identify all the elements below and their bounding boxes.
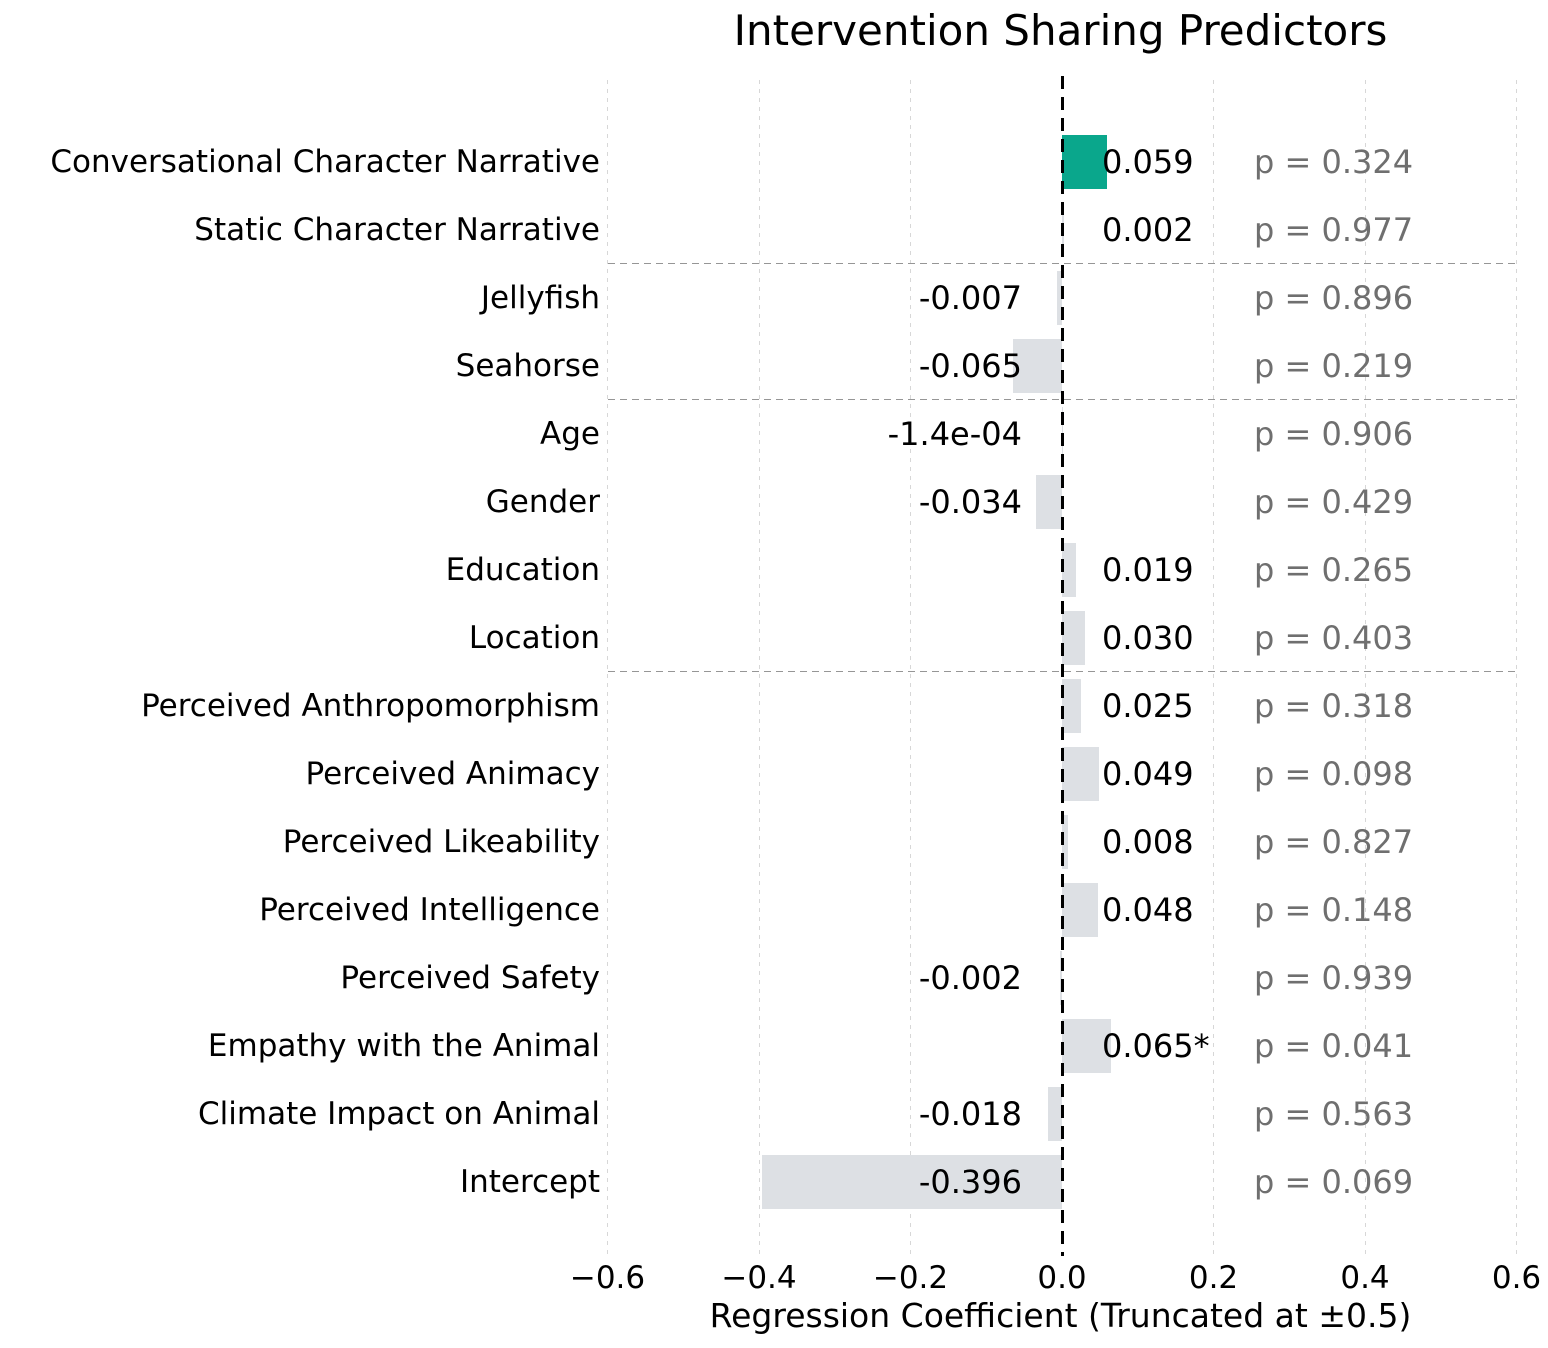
p-value-label: p = 0.265 (1254, 550, 1414, 589)
bar-gender (1036, 474, 1062, 529)
x-tick-label: −0.6 (569, 1260, 646, 1296)
value-label: -0.018 (918, 1094, 1022, 1133)
y-label: Perceived Likeability (282, 823, 600, 860)
p-value-label: p = 0.563 (1254, 1094, 1414, 1133)
gridline (1213, 80, 1214, 1256)
x-tick-label: 0.4 (1340, 1260, 1390, 1296)
bar-perceived-intelligence (1062, 882, 1099, 937)
p-value-label: p = 0.219 (1254, 346, 1414, 385)
x-tick-label: −0.4 (721, 1260, 797, 1296)
value-label: -0.065 (918, 346, 1022, 385)
value-label: 0.030 (1102, 618, 1194, 657)
p-value-label: p = 0.041 (1254, 1026, 1414, 1065)
value-label: 0.065* (1102, 1026, 1210, 1065)
y-label: Location (468, 619, 600, 656)
bar-seahorse (1012, 338, 1062, 393)
bar-jellyfish (1056, 270, 1062, 325)
y-label: Education (445, 551, 600, 588)
value-label: -0.396 (918, 1162, 1022, 1201)
y-label: Intercept (459, 1163, 600, 1200)
bar-conversational-character-narrative (1062, 135, 1107, 189)
y-label: Perceived Animacy (305, 755, 600, 792)
x-tick-label: 0.0 (1037, 1260, 1087, 1296)
y-label: Perceived Safety (340, 959, 600, 996)
chart-title: Intervention Sharing Predictors (733, 6, 1388, 55)
gridline (910, 80, 911, 1256)
p-value-label: p = 0.429 (1254, 482, 1414, 521)
x-tick-label: −0.2 (872, 1260, 949, 1296)
p-value-label: p = 0.896 (1254, 278, 1414, 317)
y-label: Empathy with the Animal (207, 1027, 600, 1064)
value-label: 0.049 (1102, 754, 1194, 793)
bar-education (1062, 542, 1077, 597)
value-label: -0.007 (918, 278, 1022, 317)
p-value-label: p = 0.906 (1254, 414, 1414, 453)
value-label: -0.034 (918, 482, 1022, 521)
gridline (607, 80, 608, 1256)
bar-location (1062, 610, 1085, 665)
value-label: 0.008 (1102, 822, 1194, 861)
p-value-label: p = 0.403 (1254, 618, 1414, 657)
y-label: Gender (485, 483, 600, 520)
value-label: 0.048 (1102, 890, 1194, 929)
value-label: -0.002 (918, 958, 1022, 997)
gridline (1364, 80, 1366, 1256)
value-label: 0.059 (1102, 143, 1194, 181)
y-label: Perceived Anthropomorphism (141, 687, 600, 724)
p-value-label: p = 0.318 (1254, 686, 1414, 725)
y-label: Perceived Intelligence (259, 891, 600, 928)
p-value-label: p = 0.069 (1254, 1162, 1414, 1201)
gridline (1516, 80, 1517, 1256)
p-value-label: p = 0.148 (1254, 890, 1414, 929)
value-label: 0.025 (1102, 686, 1194, 725)
y-label: Jellyfish (480, 279, 600, 316)
p-value-label: p = 0.827 (1254, 822, 1414, 861)
p-value-label: p = 0.977 (1254, 210, 1414, 249)
bar-intercept (762, 1154, 1062, 1209)
x-tick-label: 0.6 (1491, 1260, 1542, 1296)
gridline (758, 80, 760, 1256)
x-axis-label: Regression Coefficient (Truncated at ±0.… (709, 1296, 1412, 1335)
y-label: Static Character Narrative (194, 211, 600, 248)
bar-climate-impact-on-animal (1048, 1086, 1062, 1141)
bar-perceived-likeability (1062, 814, 1069, 869)
p-value-label: p = 0.098 (1254, 754, 1414, 793)
y-label: Conversational Character Narrative (50, 144, 600, 180)
bar-empathy-with-the-animal (1062, 1018, 1112, 1073)
y-label: Age (540, 415, 600, 452)
p-value-label: p = 0.324 (1254, 143, 1414, 181)
p-value-label: p = 0.939 (1254, 958, 1414, 997)
y-label: Seahorse (455, 347, 600, 384)
x-tick-label: 0.2 (1188, 1260, 1239, 1296)
value-label: 0.002 (1102, 210, 1194, 249)
value-label: -1.4e-04 (887, 414, 1022, 453)
bar-perceived-animacy (1062, 746, 1100, 801)
bar-perceived-anthropomorphism (1062, 678, 1081, 733)
value-label: 0.019 (1102, 550, 1194, 589)
y-label: Climate Impact on Animal (198, 1095, 600, 1132)
zero-line (1060, 76, 1064, 1256)
